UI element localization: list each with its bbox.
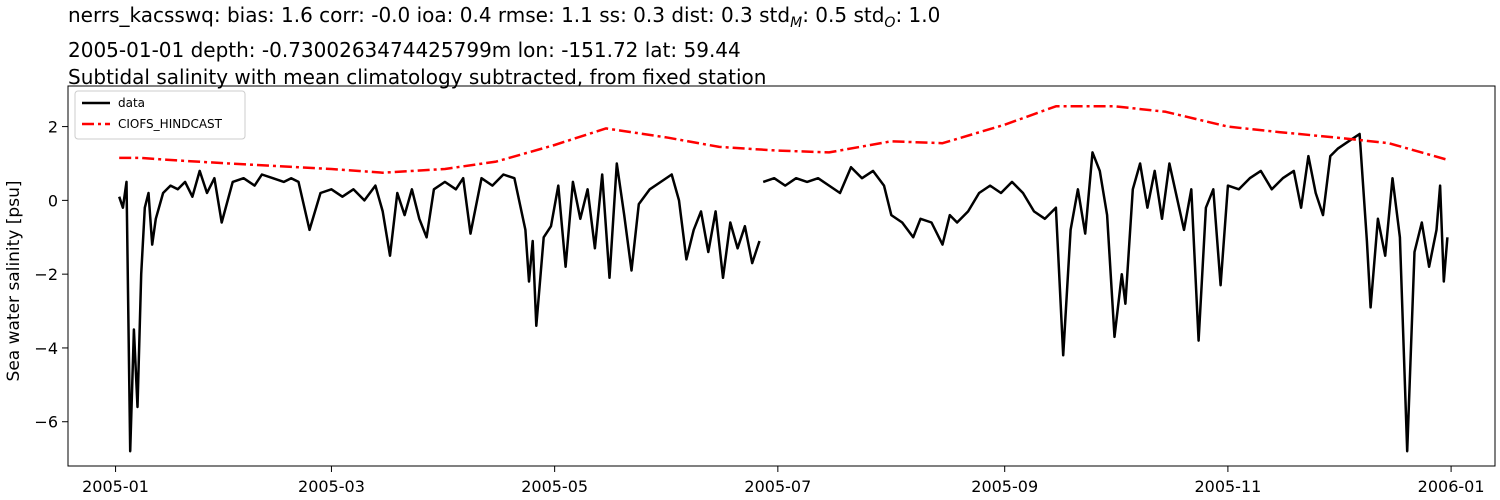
title-location-line: 2005-01-01 depth: -0.7300263474425799m l… (68, 38, 741, 62)
series-line-data (118, 132, 1449, 453)
x-tick-label: 2006-01 (1418, 477, 1485, 496)
title-stats-prefix: nerrs_kacsswq: bias: 1.6 corr: -0.0 ioa:… (68, 3, 791, 27)
x-tick-label: 2005-05 (521, 477, 588, 496)
axis-ticks: 2005-01 2005-03 2005-05 2005-07 2005-09 2005-… (34, 118, 1484, 496)
x-tick-label: 2005-07 (744, 477, 811, 496)
y-tick-label: −4 (34, 339, 58, 358)
legend-box (74, 90, 246, 140)
y-axis-label: Sea water salinity [psu] (4, 181, 24, 382)
title-std-mid: : 0.5 std (802, 3, 885, 27)
x-tick-label: 2005-11 (1194, 477, 1261, 496)
y-tick-label: 0 (48, 191, 58, 210)
y-tick-label: 2 (48, 118, 58, 137)
plot-area (118, 105, 1449, 453)
x-tick-label: 2005-03 (298, 477, 365, 496)
y-tick-label: −2 (34, 265, 58, 284)
x-tick-label: 2005-01 (82, 477, 149, 496)
y-tick-label: −6 (34, 413, 58, 432)
x-tick-label: 2005-09 (971, 477, 1038, 496)
legend-label: CIOFS_HINDCAST (118, 117, 223, 131)
series-line-ciofs-hindcast (119, 105, 1448, 174)
title-stats-line: nerrs_kacsswq: bias: 1.6 corr: -0.0 ioa:… (68, 2, 940, 37)
title-std-o-value: : 1.0 (895, 3, 941, 27)
std-o-subscript: O (884, 15, 896, 31)
plot-frame (67, 85, 1496, 467)
std-m-subscript: M (790, 15, 803, 31)
legend: data CIOFS_HINDCAST (74, 90, 246, 140)
chart-title: nerrs_kacsswq: bias: 1.6 corr: -0.0 ioa:… (68, 2, 940, 91)
legend-label: data (118, 96, 145, 110)
title-description-line: Subtidal salinity with mean climatology … (68, 65, 767, 89)
